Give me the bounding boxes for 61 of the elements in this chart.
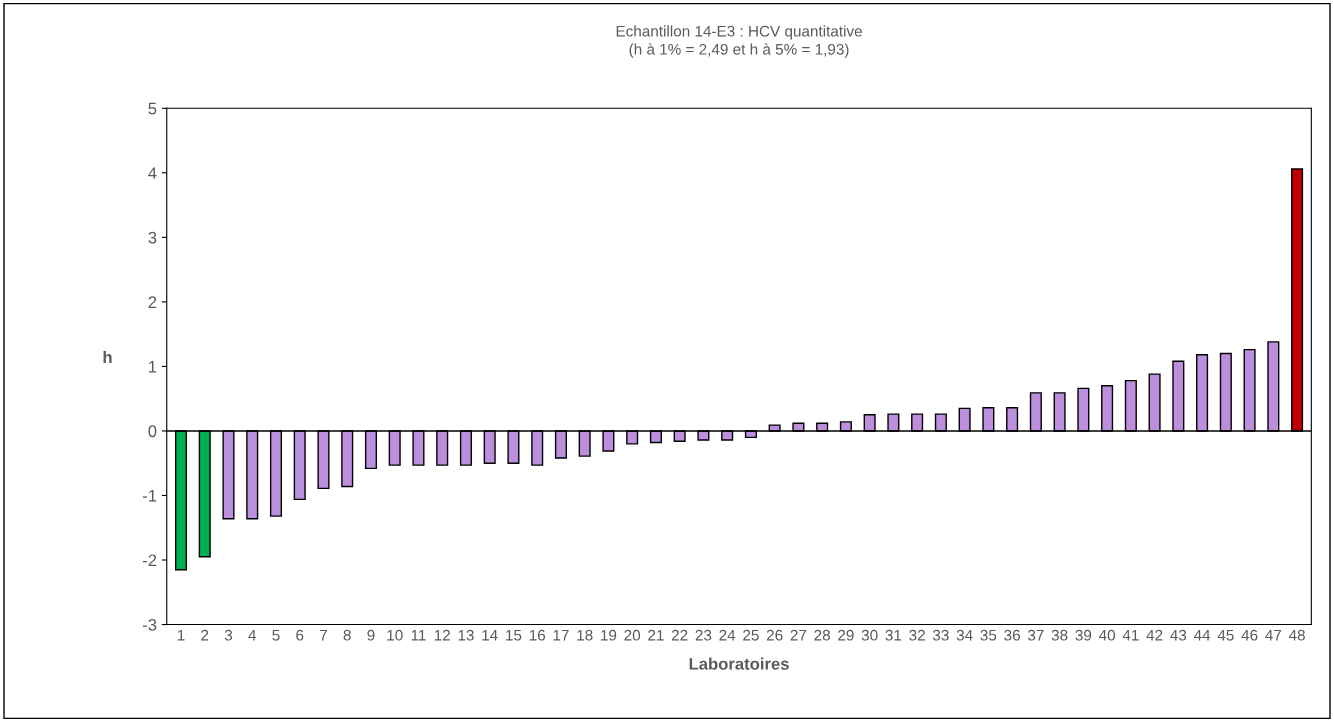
x-tick-label: 38 (1051, 629, 1068, 641)
x-tick-label: 14 (482, 629, 498, 641)
x-tick-label: 27 (790, 629, 807, 641)
x-tick-label: 39 (1075, 629, 1092, 641)
x-tick-label: 32 (909, 629, 925, 641)
x-tick-label: 20 (624, 629, 641, 641)
y-tick-label: -3 (142, 618, 157, 631)
x-tick-label: 9 (367, 629, 375, 641)
y-tick-label: -2 (142, 554, 157, 567)
x-tick-label: 3 (224, 629, 233, 641)
x-tick-label: 30 (861, 629, 878, 641)
x-tick-label: 22 (671, 629, 688, 641)
x-tick-label: 26 (766, 629, 783, 641)
x-axis-title: Laboratoires (689, 657, 789, 670)
x-tick-label: 12 (434, 629, 450, 641)
y-tick-label: 1 (149, 360, 157, 373)
x-tick-label: 42 (1146, 629, 1163, 641)
chart-title: Echantillon 14-E3 : HCV quantitative (616, 25, 862, 40)
x-tick-label: 2 (201, 629, 209, 641)
x-tick-label: 29 (838, 629, 854, 641)
x-tick-label: 25 (743, 629, 759, 641)
x-tick-label: 31 (885, 629, 902, 641)
x-tick-label: 35 (980, 629, 997, 641)
x-tick-label: 23 (695, 629, 712, 641)
x-tick-label: 6 (296, 629, 304, 641)
x-tick-label: 8 (343, 629, 351, 641)
x-tick-label: 28 (814, 629, 830, 641)
x-tick-label: 33 (932, 629, 949, 641)
x-tick-label: 47 (1265, 629, 1282, 641)
y-axis-title: h (103, 350, 112, 363)
chart-subtitle: (h à 1% = 2,49 et h à 5% = 1,93) (629, 43, 849, 58)
x-tick-label: 44 (1193, 629, 1211, 641)
x-tick-label: 46 (1241, 629, 1258, 641)
x-tick-label: 37 (1027, 629, 1044, 641)
y-tick-label: 0 (148, 425, 157, 438)
x-tick-label: 24 (719, 629, 736, 641)
x-tick-label: 17 (553, 629, 569, 641)
y-tick-label: 5 (148, 102, 157, 115)
x-tick-label: 13 (458, 629, 474, 641)
x-tick-label: 21 (648, 629, 664, 641)
y-tick-label: 4 (148, 167, 157, 179)
x-tick-label: 48 (1288, 629, 1305, 641)
x-tick-label: 11 (411, 629, 426, 641)
x-tick-label: 45 (1217, 629, 1234, 641)
x-tick-label: 4 (248, 629, 257, 641)
x-tick-label: 15 (506, 629, 522, 641)
x-tick-label: 7 (320, 629, 327, 641)
x-tick-label: 34 (956, 629, 973, 641)
x-tick-label: 19 (601, 629, 617, 641)
x-tick-label: 41 (1122, 629, 1139, 641)
x-tick-label: 5 (272, 629, 280, 641)
y-tick-label: 3 (148, 231, 157, 244)
x-tick-label: 36 (1004, 629, 1020, 641)
x-tick-label: 43 (1170, 629, 1187, 641)
y-tick-label: 2 (148, 296, 157, 308)
x-tick-label: 10 (387, 629, 403, 641)
x-tick-label: 16 (529, 629, 546, 641)
x-tick-label: 1 (177, 629, 185, 641)
y-tick-label: -1 (142, 490, 157, 502)
x-tick-label: 18 (577, 629, 593, 641)
x-tick-label: 40 (1098, 629, 1115, 641)
